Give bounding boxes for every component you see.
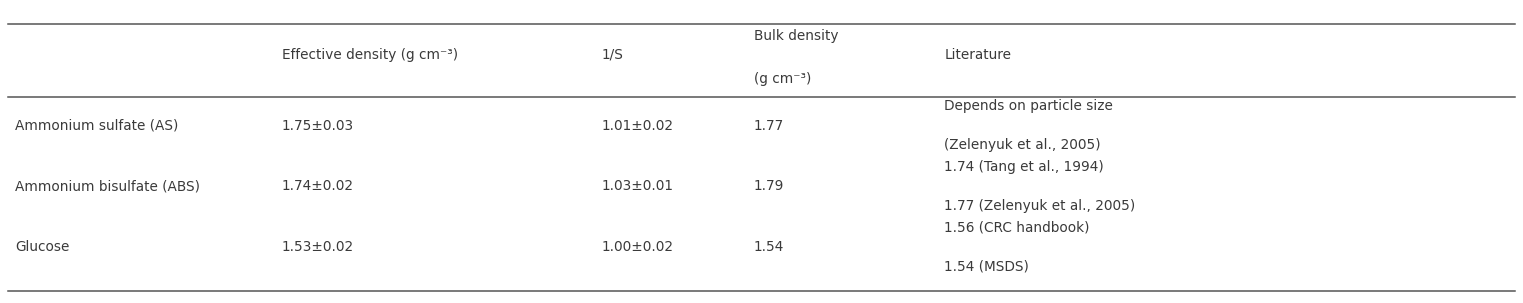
Text: Ammonium sulfate (AS): Ammonium sulfate (AS) — [15, 119, 178, 133]
Text: 1.00±0.02: 1.00±0.02 — [602, 240, 673, 254]
Text: 1.53±0.02: 1.53±0.02 — [282, 240, 353, 254]
Text: 1.01±0.02: 1.01±0.02 — [602, 119, 673, 133]
Text: 1.56 (CRC handbook): 1.56 (CRC handbook) — [944, 220, 1090, 234]
Text: Effective density (g cm⁻³): Effective density (g cm⁻³) — [282, 48, 458, 62]
Text: Glucose: Glucose — [15, 240, 70, 254]
Text: (g cm⁻³): (g cm⁻³) — [754, 72, 812, 86]
Text: 1.75±0.03: 1.75±0.03 — [282, 119, 353, 133]
Text: 1.54 (MSDS): 1.54 (MSDS) — [944, 260, 1030, 274]
Text: 1.77: 1.77 — [754, 119, 784, 133]
Text: 1.74 (Tang et al., 1994): 1.74 (Tang et al., 1994) — [944, 160, 1104, 174]
Text: Ammonium bisulfate (ABS): Ammonium bisulfate (ABS) — [15, 179, 200, 193]
Text: Depends on particle size: Depends on particle size — [944, 99, 1113, 113]
Text: Bulk density: Bulk density — [754, 29, 838, 43]
Text: 1.79: 1.79 — [754, 179, 784, 193]
Text: (Zelenyuk et al., 2005): (Zelenyuk et al., 2005) — [944, 138, 1101, 152]
Text: 1.77 (Zelenyuk et al., 2005): 1.77 (Zelenyuk et al., 2005) — [944, 199, 1136, 213]
Text: 1.54: 1.54 — [754, 240, 784, 254]
Text: 1/S: 1/S — [602, 48, 623, 62]
Text: 1.74±0.02: 1.74±0.02 — [282, 179, 353, 193]
Text: 1.03±0.01: 1.03±0.01 — [602, 179, 673, 193]
Text: Literature: Literature — [944, 48, 1011, 62]
